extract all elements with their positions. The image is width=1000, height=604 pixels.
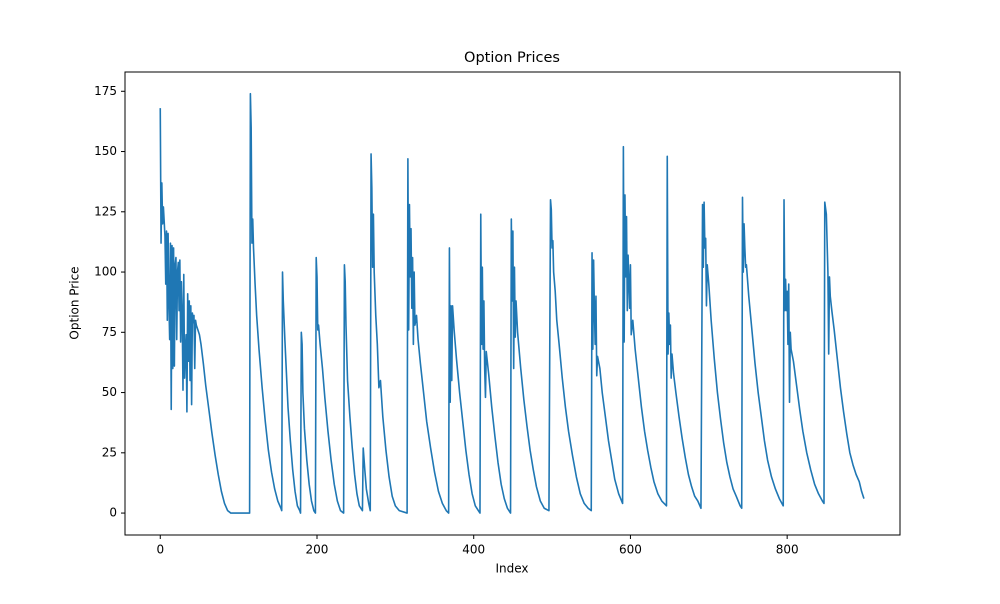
y-tick-label: 150 [94, 144, 117, 158]
y-tick-label: 75 [102, 325, 117, 339]
y-tick-label: 100 [94, 265, 117, 279]
x-tick-label: 400 [462, 543, 485, 557]
y-tick-label: 125 [94, 204, 117, 218]
x-axis-label: Index [495, 562, 528, 576]
line [159, 92, 865, 514]
x-tick-label: 0 [156, 543, 164, 557]
x-tick-label: 600 [619, 543, 642, 557]
y-tick-label: 0 [109, 506, 117, 520]
y-tick-label: 25 [102, 445, 117, 459]
y-tick-label: 50 [102, 385, 117, 399]
plot-frame [124, 71, 901, 536]
chart-title: Option Prices [464, 50, 560, 66]
x-tick-label: 800 [776, 543, 799, 557]
y-axis-label: Option Price [68, 266, 82, 339]
y-tick-label: 175 [94, 84, 117, 98]
x-tick-label: 200 [306, 543, 329, 557]
